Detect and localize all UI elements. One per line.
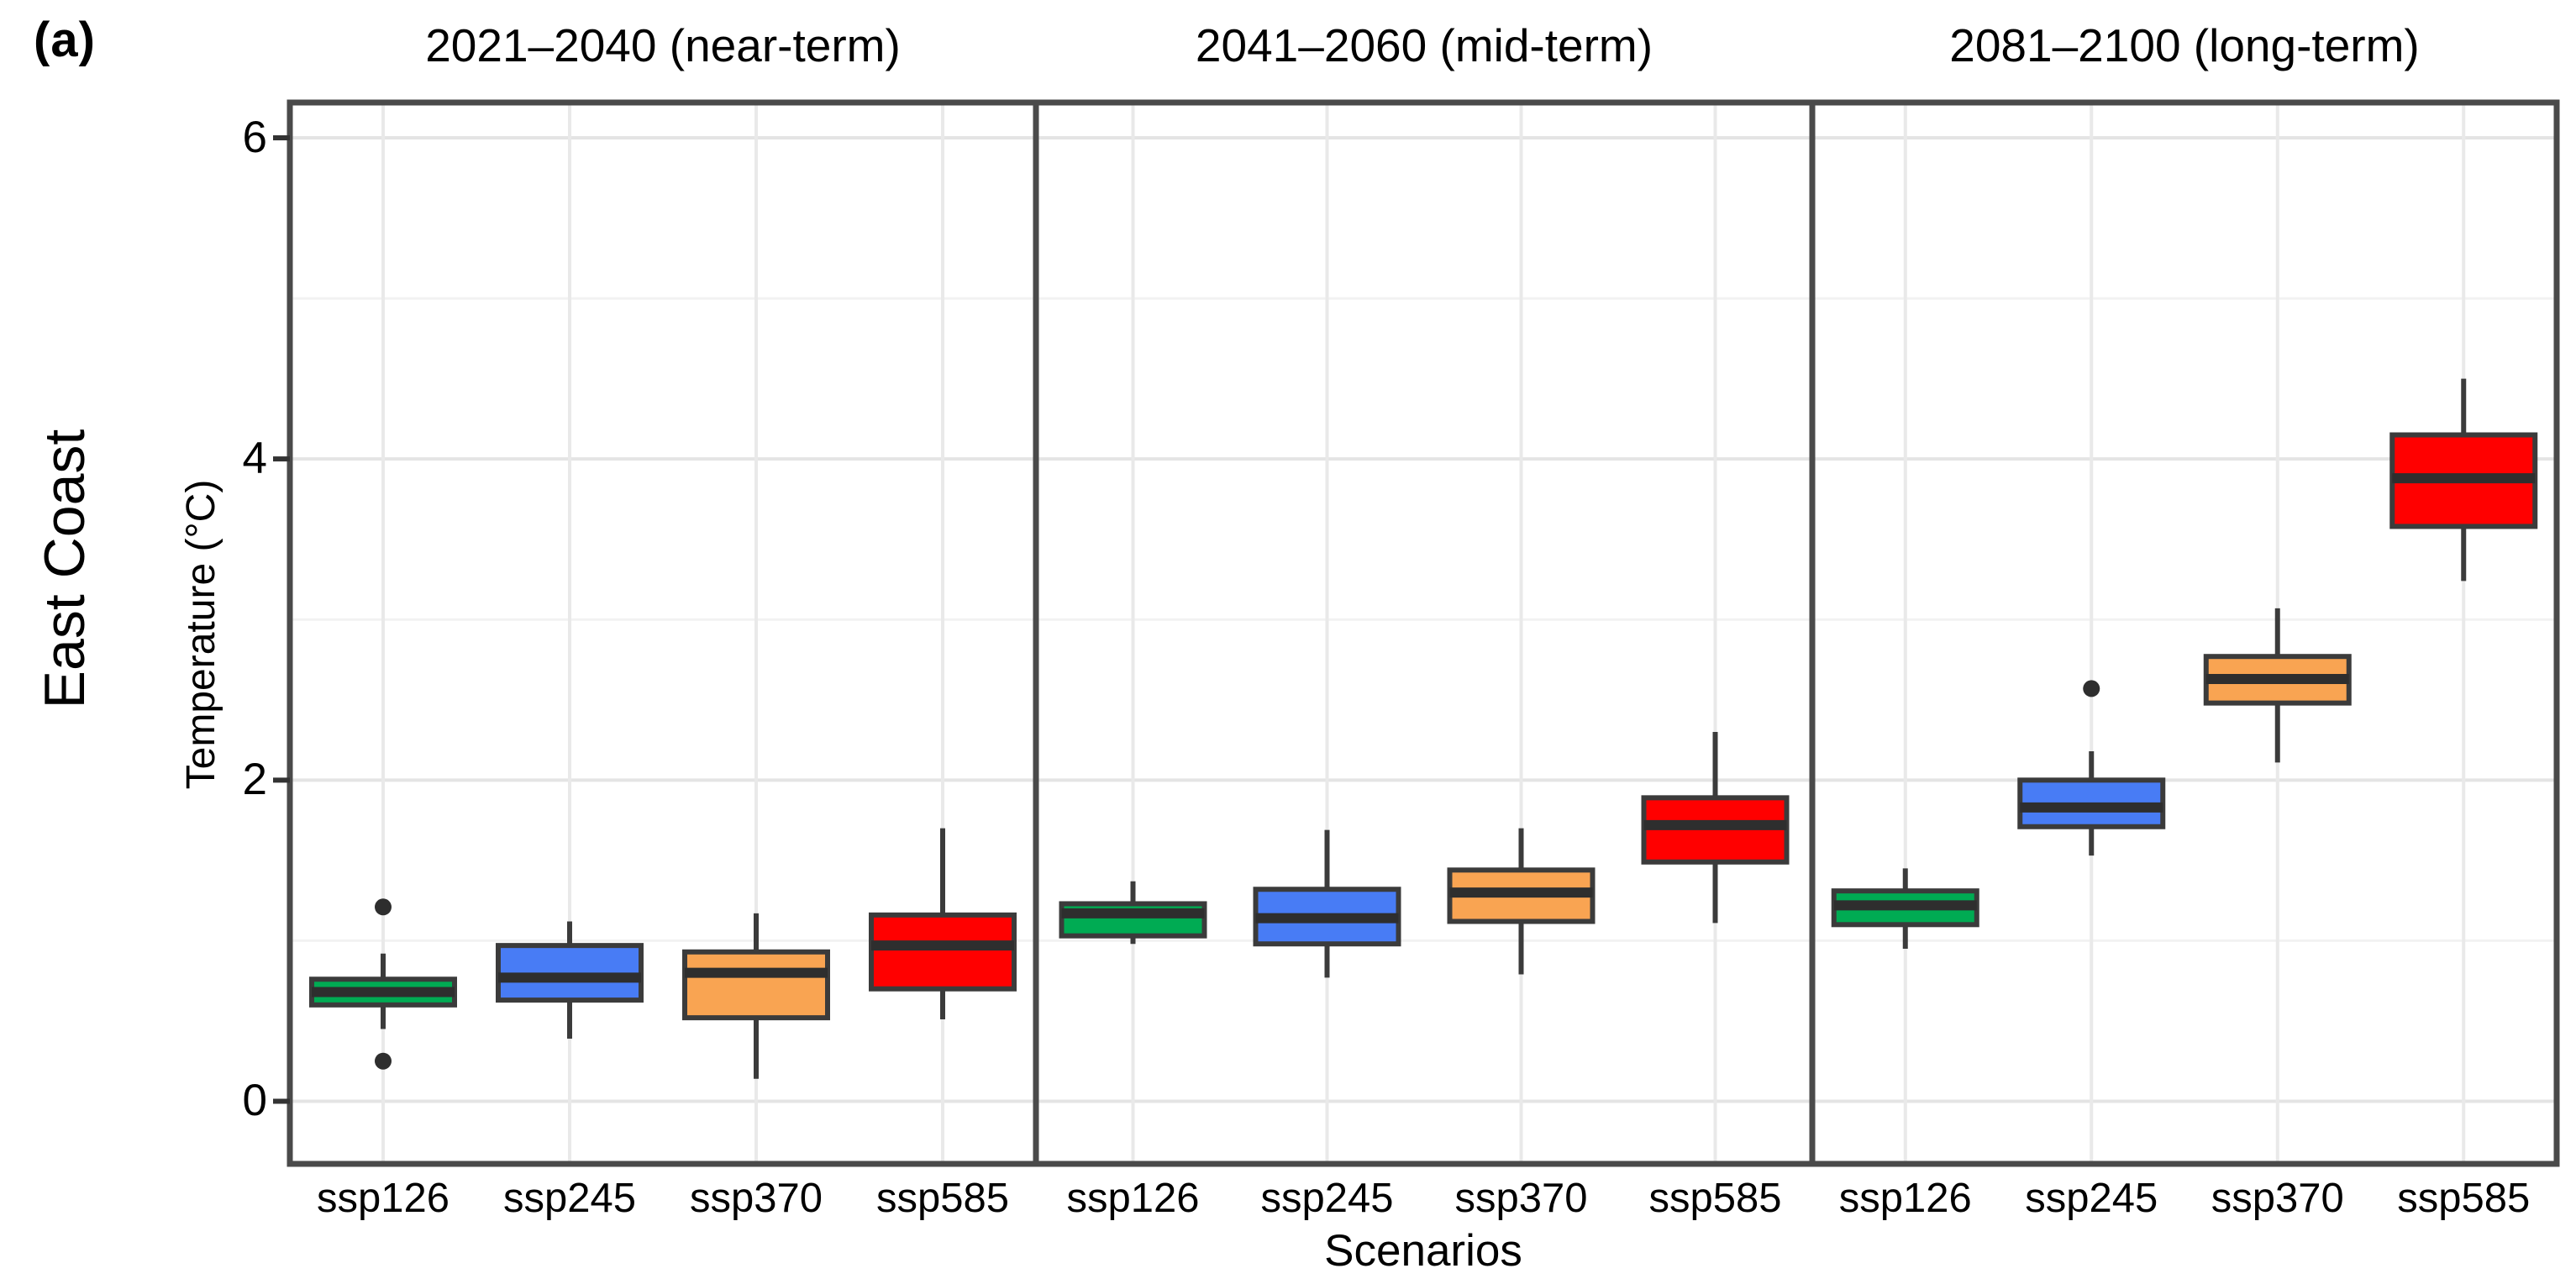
x-tick-label: ssp245 (2025, 1176, 2158, 1221)
box-ssp585 (869, 912, 1017, 992)
outlier-dot (375, 1052, 392, 1070)
figure-panel-label: (a) (34, 13, 96, 67)
x-tick-label: ssp370 (689, 1176, 823, 1221)
y-tick-label: 2 (242, 755, 267, 805)
y-tick-label: 4 (242, 434, 267, 484)
outlier-dot (375, 898, 392, 916)
y-tick-label: 0 (242, 1076, 267, 1126)
x-tick-label: ssp585 (1648, 1176, 1782, 1221)
x-tick-label: ssp245 (502, 1176, 636, 1221)
facet-title-mid-term: 2041–2060 (mid-term) (1195, 19, 1653, 71)
x-tick-label: ssp126 (316, 1176, 449, 1221)
facet-title-near-term: 2021–2040 (near-term) (425, 19, 901, 71)
x-tick-label: ssp245 (1260, 1176, 1394, 1221)
facet-title-long-term: 2081–2100 (long-term) (1949, 19, 2420, 71)
x-tick-label: ssp370 (1454, 1176, 1588, 1221)
x-axis-title: Scenarios (1324, 1226, 1522, 1276)
panel-border (287, 99, 2560, 1167)
x-tick-label: ssp370 (2211, 1176, 2344, 1221)
x-tick-label: ssp126 (1838, 1176, 1972, 1221)
x-tick-label: ssp126 (1066, 1176, 1200, 1221)
y-tick-label: 6 (242, 113, 267, 163)
outlier-dot (2083, 680, 2100, 697)
box-ssp370 (682, 949, 830, 1021)
x-tick-label: ssp585 (2397, 1176, 2531, 1221)
x-tick-label: ssp585 (875, 1176, 1009, 1221)
